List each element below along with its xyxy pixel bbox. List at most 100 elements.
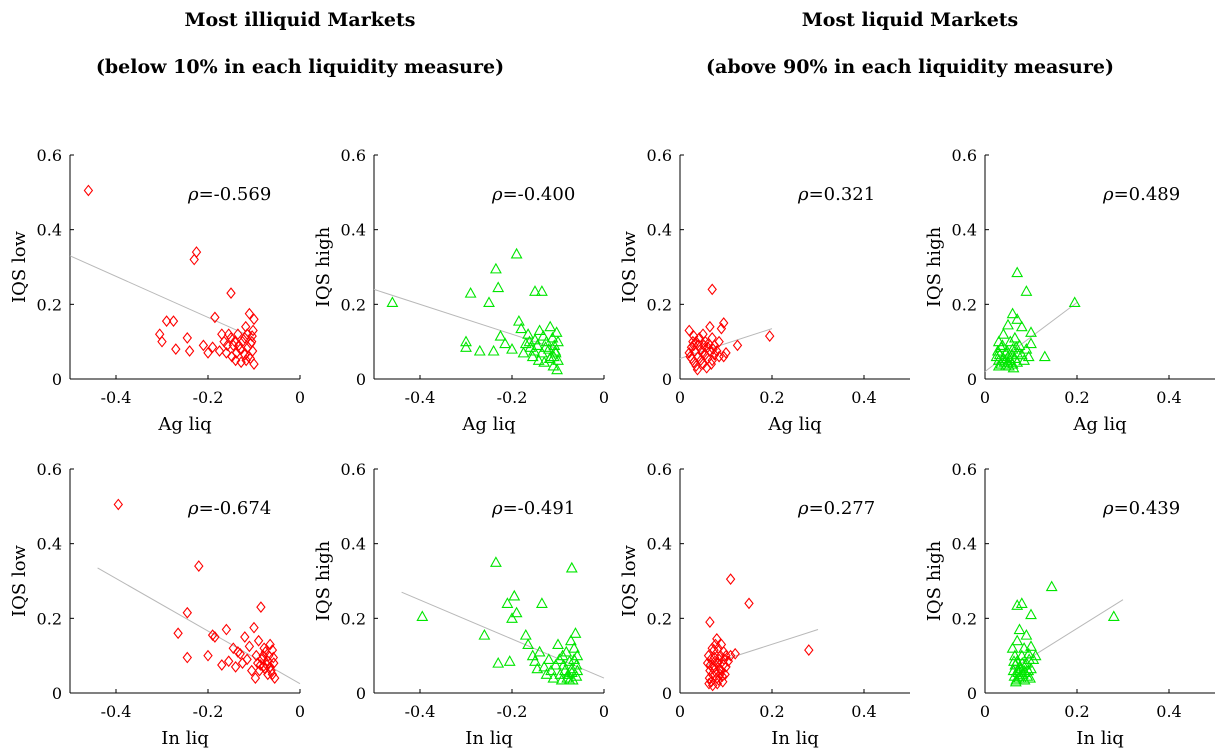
data-point	[506, 612, 518, 623]
rho-value: =0.489	[1114, 184, 1181, 205]
y-axis-label: IQS low	[9, 230, 30, 303]
rho-annotation: ρ=0.321	[797, 184, 875, 205]
data-point	[182, 651, 193, 664]
data-point	[1007, 361, 1020, 373]
data-point	[715, 668, 725, 681]
data-point	[710, 655, 720, 668]
data-point	[1015, 597, 1028, 608]
data-point	[229, 335, 240, 348]
data-point	[184, 345, 195, 357]
data-point	[540, 668, 553, 679]
data-point	[519, 629, 532, 640]
data-point	[1068, 296, 1081, 308]
data-point	[1011, 266, 1024, 278]
y-axis-label: IQS high	[313, 540, 334, 621]
x-tick-label: -0.2	[497, 388, 528, 407]
x-axis-label: In liq	[771, 728, 818, 749]
data-point	[489, 262, 502, 274]
data-point	[252, 657, 263, 670]
data-point	[563, 655, 576, 666]
rho-annotation: ρ=-0.674	[187, 498, 271, 519]
data-point	[692, 363, 703, 376]
data-point	[256, 601, 266, 614]
y-tick-label: 0.4	[37, 221, 62, 240]
data-point	[1008, 331, 1021, 343]
x-tick-label: 0	[980, 702, 990, 721]
x-tick-label: 0	[675, 702, 685, 721]
x-axis-label: In liq	[1076, 728, 1123, 749]
data-point	[223, 655, 234, 668]
rho-symbol: ρ	[187, 184, 199, 205]
y-tick-label: 0.6	[647, 146, 672, 165]
data-point	[1020, 629, 1033, 640]
data-point	[83, 184, 94, 197]
y-tick-label: 0	[356, 370, 366, 389]
y-axis-label: IQS high	[313, 226, 334, 307]
data-point	[1019, 666, 1031, 678]
data-point	[161, 315, 172, 328]
data-point	[538, 660, 551, 672]
data-point	[685, 350, 695, 363]
data-point	[478, 629, 491, 640]
data-point	[1025, 662, 1037, 674]
y-tick-label: 0.6	[37, 146, 62, 165]
data-point	[1005, 348, 1018, 360]
data-point	[240, 332, 250, 344]
data-point	[113, 498, 124, 511]
data-point	[744, 597, 754, 610]
y-tick-label: 0	[52, 370, 62, 389]
y-tick-label: 0.6	[952, 460, 977, 479]
data-point	[549, 658, 562, 670]
data-point	[267, 644, 278, 656]
data-point	[510, 606, 523, 618]
x-tick-label: 0.4	[851, 388, 876, 407]
data-point	[713, 642, 723, 655]
rho-symbol: ρ	[1102, 498, 1114, 519]
data-point	[730, 647, 740, 660]
data-point	[227, 350, 237, 363]
data-point	[1107, 610, 1120, 622]
y-tick-label: 0	[967, 370, 977, 389]
data-point	[189, 253, 199, 266]
data-point	[231, 346, 242, 359]
data-point	[221, 346, 232, 359]
data-point	[523, 335, 536, 347]
x-tick-label: 0.2	[1064, 388, 1089, 407]
data-point	[529, 655, 541, 666]
y-tick-label: 0.4	[952, 221, 977, 240]
data-point	[1009, 675, 1022, 687]
data-point	[550, 326, 563, 337]
subplot-1: 0 0.2 0.4 0.6 -0.4 -0.2 0 Ag liq IQS low ρ=-0.569	[9, 146, 305, 435]
data-point	[242, 653, 252, 666]
data-point	[1025, 640, 1037, 651]
data-point	[1024, 671, 1037, 683]
data-point	[565, 561, 578, 573]
y-tick-label: 0.2	[647, 295, 672, 314]
data-point	[1011, 313, 1024, 324]
data-point	[1025, 337, 1037, 349]
data-point	[210, 311, 220, 324]
data-point	[555, 673, 568, 685]
data-point	[542, 653, 555, 664]
data-point	[1011, 634, 1024, 646]
data-point	[684, 324, 694, 337]
data-point	[515, 322, 528, 334]
data-point	[764, 330, 775, 342]
x-tick-label: -0.2	[497, 702, 528, 721]
data-point	[1018, 642, 1031, 653]
x-tick-label: 0.2	[1064, 702, 1089, 721]
data-point	[228, 642, 239, 655]
data-point	[244, 307, 255, 320]
data-point	[565, 662, 578, 674]
data-point	[560, 645, 573, 657]
data-point	[487, 344, 500, 356]
data-point	[569, 627, 582, 638]
subplot-5: 0 0.2 0.4 0.6 -0.4 -0.2 0 In liq IQS low ρ=-0.674	[9, 460, 305, 749]
data-point	[713, 657, 723, 670]
data-point	[483, 296, 495, 308]
data-point	[207, 629, 218, 642]
x-tick-label: 0	[980, 388, 990, 407]
data-point	[561, 671, 574, 683]
x-tick-label: 0.4	[851, 702, 876, 721]
y-tick-label: 0.4	[37, 535, 62, 554]
